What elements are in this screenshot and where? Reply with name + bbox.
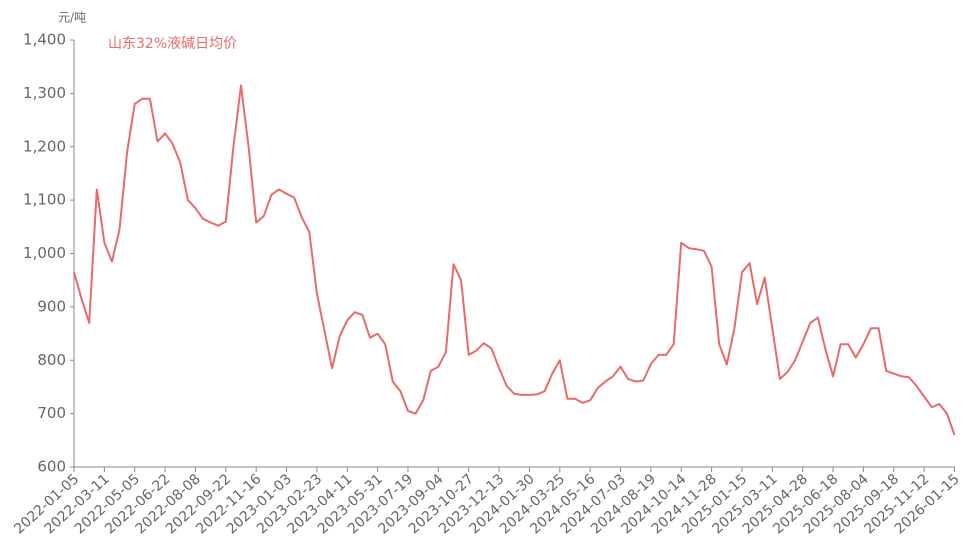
y-tick-label: 1,000 — [23, 244, 66, 262]
y-tick-label: 1,300 — [23, 84, 66, 102]
y-tick-label: 1,400 — [23, 31, 66, 49]
line-series — [73, 84, 956, 436]
y-tick-label: 600 — [37, 458, 66, 476]
y-tick-label: 900 — [37, 297, 66, 315]
y-tick-label: 700 — [37, 404, 66, 422]
y-tick-label: 800 — [37, 351, 66, 369]
y-tick-label: 1,100 — [23, 191, 66, 209]
legend-label: 山东32%液碱日均价 — [108, 36, 237, 52]
y-tick-label: 1,200 — [23, 137, 66, 155]
y-unit-label: 元/吨 — [58, 11, 86, 25]
